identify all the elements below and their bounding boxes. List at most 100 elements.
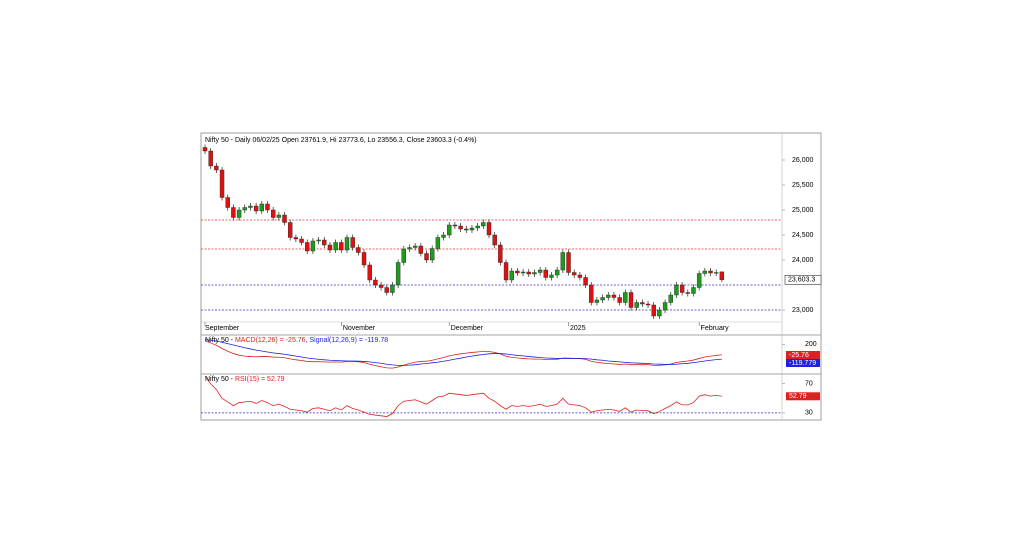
- x-tick-label: September: [205, 325, 240, 332]
- x-tick-label: December: [451, 325, 484, 332]
- candle-body: [492, 234, 497, 246]
- candle-body: [288, 222, 293, 238]
- candle-body: [543, 269, 548, 278]
- candle-body: [532, 272, 537, 275]
- candle-body: [464, 228, 469, 231]
- panel-label-part: , Signal(12,26,9) = -119.78: [306, 337, 389, 344]
- candle-body: [640, 302, 645, 305]
- candle-body: [719, 271, 725, 281]
- candle-body: [611, 294, 617, 298]
- indicator-line: [204, 339, 722, 366]
- candle-body: [509, 270, 514, 281]
- candle-body: [674, 284, 679, 296]
- candle-body: [594, 299, 600, 303]
- panel-label: Nifty 50 - MACD(12,26) = -25.76, Signal(…: [205, 337, 388, 344]
- candle-body: [356, 247, 361, 253]
- candle-body: [623, 292, 628, 303]
- candle-body: [333, 242, 338, 251]
- candle-body: [225, 197, 230, 208]
- candle-body: [657, 309, 662, 317]
- candle-body: [384, 287, 389, 293]
- candle-body: [339, 242, 344, 251]
- y-tick-label: 30: [805, 410, 813, 417]
- panel-label-part: RSI(15) = 52.79: [235, 376, 285, 383]
- candle-body: [305, 242, 310, 252]
- candle-body: [344, 237, 350, 251]
- candle-body: [651, 304, 656, 317]
- candle-body: [685, 292, 690, 294]
- panel-label-part: Nifty 50 -: [205, 337, 235, 344]
- value-label: 52.79: [789, 393, 807, 400]
- candle-body: [248, 205, 253, 208]
- candle-body: [441, 234, 446, 238]
- candle-body: [253, 205, 259, 212]
- panel-label-part: Nifty 50 -: [205, 376, 235, 383]
- candle-body: [498, 244, 503, 263]
- candle-body: [412, 245, 418, 248]
- value-box: [786, 359, 820, 367]
- y-tick-label: 70: [805, 381, 813, 388]
- candle-body: [259, 203, 264, 212]
- candle-body: [526, 271, 531, 275]
- candle-body: [270, 209, 276, 218]
- candle-body: [458, 225, 463, 230]
- candle-body: [696, 273, 702, 288]
- candle-body: [628, 292, 634, 308]
- value-box: [786, 392, 820, 401]
- candle-body: [236, 209, 242, 218]
- candle-body: [606, 294, 611, 298]
- candle-body: [452, 224, 458, 227]
- candle-body: [231, 207, 236, 218]
- candle-body: [549, 274, 554, 278]
- candle-body: [265, 203, 270, 211]
- candle-body: [577, 274, 583, 278]
- candle-body: [276, 214, 282, 218]
- candle-body: [475, 225, 480, 229]
- candle-body: [350, 237, 355, 248]
- price-box: [784, 275, 822, 285]
- candle-body: [537, 269, 543, 273]
- candle-body: [242, 207, 247, 211]
- candle-body: [520, 271, 526, 274]
- candle-body: [600, 297, 605, 301]
- candle-body: [662, 302, 668, 311]
- candle-body: [691, 287, 696, 294]
- candle-body: [634, 302, 639, 308]
- candle-body: [378, 284, 384, 288]
- chart-title: Nifty 50 - Daily 06/02/25 Open 23761.9, …: [205, 137, 477, 144]
- candle-body: [361, 252, 367, 266]
- candle-body: [702, 270, 708, 274]
- panel-label: Nifty 50 - RSI(15) = 52.79: [205, 376, 285, 383]
- candle-body: [714, 272, 719, 274]
- candle-body: [708, 270, 713, 274]
- indicator-line: [204, 340, 722, 369]
- candle-body: [668, 294, 673, 303]
- candle-body: [424, 253, 429, 261]
- candle-body: [316, 239, 321, 242]
- candle-body: [373, 279, 378, 286]
- candle-body: [617, 297, 622, 303]
- candle-body: [572, 272, 577, 276]
- candle-body: [645, 303, 651, 306]
- panel-label-part: MACD(12,26) = -25.76: [235, 337, 306, 344]
- candle-body: [554, 269, 560, 276]
- x-tick-label: February: [701, 325, 730, 332]
- candle-body: [469, 227, 475, 231]
- candle-body: [282, 214, 287, 223]
- value-label: -119.779: [789, 360, 816, 367]
- candle-body: [327, 244, 333, 251]
- candle-body: [486, 222, 492, 236]
- candle-body: [219, 169, 225, 198]
- candle-body: [418, 245, 424, 254]
- candle-body: [515, 270, 520, 274]
- candle-body: [208, 150, 213, 167]
- candle-body: [589, 284, 594, 303]
- candle-body: [407, 247, 412, 250]
- candle-body: [395, 262, 401, 286]
- candle-body: [435, 237, 441, 249]
- candle-body: [214, 165, 219, 171]
- candle-body: [401, 248, 406, 263]
- value-label: -25.76: [789, 352, 809, 359]
- candle-body: [299, 238, 304, 243]
